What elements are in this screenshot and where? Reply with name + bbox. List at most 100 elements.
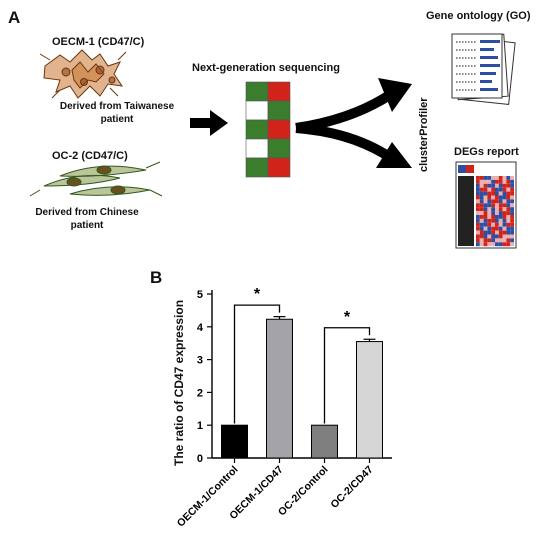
heatmap-cell — [479, 222, 484, 227]
heatmap-cell — [506, 187, 511, 192]
ngs-label: Next-generation sequencing — [192, 62, 340, 74]
heatmap-cell — [498, 207, 503, 212]
heatmap-cell — [483, 191, 488, 196]
heatmap-cell — [506, 242, 511, 247]
heatmap-cell — [483, 207, 488, 212]
heatmap-cell — [479, 242, 484, 247]
heatmap-cell — [498, 238, 503, 243]
heatmap-cell — [506, 238, 511, 243]
heatmap-cell — [506, 226, 511, 231]
heatmap-cell — [491, 215, 495, 219]
heatmap-cell — [487, 242, 492, 247]
heatmap-cell — [495, 234, 499, 239]
heatmap-cell — [510, 199, 514, 204]
heatmap-cell — [506, 191, 511, 196]
heatmap-cell — [510, 234, 514, 239]
heatmap-cell — [483, 211, 488, 215]
heatmap-cell — [491, 187, 495, 192]
heatmap-cell — [502, 207, 507, 212]
heatmap-cell — [495, 222, 499, 227]
heatmap-cell — [510, 218, 514, 223]
heatmap-cell — [483, 230, 488, 235]
heatmap-cell — [495, 238, 499, 243]
heatmap-cell — [498, 195, 503, 200]
heatmap-cell — [498, 191, 503, 196]
bar — [266, 318, 293, 459]
heatmap-cell — [502, 230, 507, 235]
x-tick-label: OC-2/CD47 — [328, 464, 375, 511]
heatmap-cell — [479, 226, 484, 231]
heatmap-cell — [483, 176, 488, 180]
significance-star: * — [254, 286, 261, 303]
heatmap-cell — [498, 230, 503, 235]
heatmap-cell — [506, 176, 511, 180]
heatmap-cell — [483, 226, 488, 231]
heatmap-cell — [498, 226, 503, 231]
heatmap-cell — [491, 183, 495, 188]
heatmap-cell — [491, 218, 495, 223]
heatmap-cell — [476, 203, 480, 208]
heatmap-cell — [498, 199, 503, 204]
heatmap-cell — [502, 183, 507, 188]
heatmap-cell — [510, 207, 514, 212]
heatmap-cell — [502, 215, 507, 219]
heatmap-cell — [502, 218, 507, 223]
heatmap-cell — [506, 218, 511, 223]
heatmap-cell — [479, 230, 484, 235]
panel-a-letter: A — [8, 8, 21, 27]
heatmap-cell — [491, 207, 495, 212]
heatmap-cell — [510, 203, 514, 208]
heatmap-cell — [510, 195, 514, 200]
heatmap-cell — [495, 230, 499, 235]
heatmap-cell — [487, 234, 492, 239]
heatmap-cell — [495, 179, 499, 184]
heatmap-cell — [502, 238, 507, 243]
heatmap-cell — [476, 176, 480, 180]
cell1-title: OECM-1 (CD47/C) — [52, 36, 145, 48]
heatmap-cell — [510, 211, 514, 215]
heatmap-cell — [498, 242, 503, 247]
heatmap-cell — [491, 234, 495, 239]
heatmap-cell — [479, 195, 484, 200]
y-tick-label: 2 — [197, 387, 203, 399]
panel-a-graphics — [29, 33, 517, 249]
y-tick-label: 1 — [197, 420, 203, 432]
heatmap-cell — [479, 176, 484, 180]
heatmap-cell — [506, 179, 511, 184]
heatmap-cell — [502, 234, 507, 239]
heatmap-cell — [476, 211, 480, 215]
heatmap-cell — [476, 238, 480, 243]
heatmap-cell — [476, 183, 480, 188]
heatmap-cell — [491, 179, 495, 184]
heatmap-cell — [483, 238, 488, 243]
y-tick-label: 0 — [197, 453, 203, 465]
heatmap-cell — [487, 207, 492, 212]
heatmap-cell — [483, 199, 488, 204]
heatmap-cell — [479, 215, 484, 219]
heatmap-cell — [495, 191, 499, 196]
heatmap-cell — [476, 230, 480, 235]
heatmap-cell — [491, 230, 495, 235]
heatmap-cell — [498, 215, 503, 219]
heatmap-cell — [487, 222, 492, 227]
heatmap-cell — [502, 187, 507, 192]
heatmap-cell — [479, 234, 484, 239]
heatmap-cell — [483, 242, 488, 247]
heatmap-cell — [495, 226, 499, 231]
heatmap-cell — [502, 191, 507, 196]
heatmap-cell — [510, 191, 514, 196]
significance-bracket — [323, 327, 371, 424]
oecm1-cells-illustration — [39, 49, 127, 99]
heatmap-cell — [510, 176, 514, 180]
heatmap-cell — [506, 183, 511, 188]
heatmap-cell — [479, 191, 484, 196]
heatmap-cell — [487, 215, 492, 219]
heatmap-cell — [510, 187, 514, 192]
heatmap-cell — [502, 222, 507, 227]
heatmap-cell — [487, 199, 492, 204]
heatmap-cell — [506, 234, 511, 239]
heatmap-cell — [479, 199, 484, 204]
heatmap-cell — [487, 195, 492, 200]
heatmap-cell — [483, 234, 488, 239]
